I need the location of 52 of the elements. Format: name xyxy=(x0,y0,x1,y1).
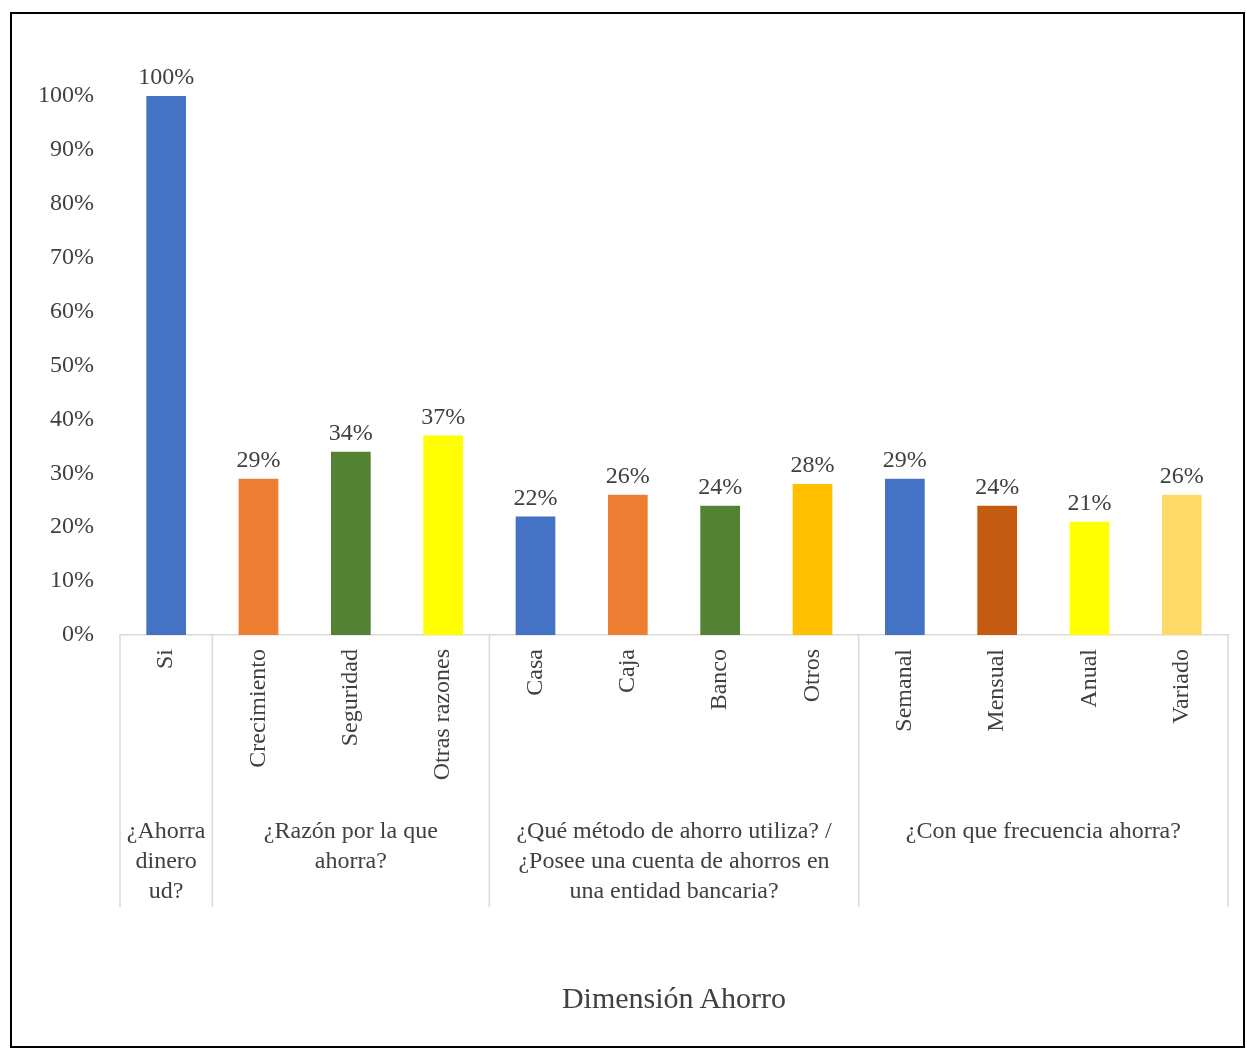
bar xyxy=(977,505,1018,635)
bar xyxy=(238,478,279,635)
x-tick-label: Banco xyxy=(705,649,732,711)
y-tick-label: 60% xyxy=(50,296,94,323)
x-tick-label: Anual xyxy=(1074,648,1101,708)
x-tick-label: Casa xyxy=(520,648,547,696)
bar xyxy=(792,484,833,635)
bar xyxy=(700,505,741,635)
text: ¿Ahorra dinero ud? xyxy=(126,817,206,904)
text: ¿Con que frecuencia ahorra? xyxy=(905,817,1181,844)
x-tick-label: Variado xyxy=(1167,649,1194,724)
y-tick-label: 90% xyxy=(50,135,94,162)
y-tick-label: 10% xyxy=(50,566,94,593)
data-label: 26% xyxy=(1159,462,1204,489)
text: ¿Qué método de ahorro utiliza? / ¿Posee una cuenta de ahorros en una entidad bancaria? xyxy=(516,817,832,904)
data-label: 28% xyxy=(790,451,835,478)
y-tick-label: 100% xyxy=(38,81,94,108)
data-label: 24% xyxy=(698,472,743,499)
y-tick-label: 40% xyxy=(50,404,94,431)
bar xyxy=(515,516,556,635)
data-label: 29% xyxy=(882,445,927,472)
x-tick-label: Crecimiento xyxy=(243,649,270,768)
text: ¿Razón por la que ahorra? xyxy=(263,817,438,874)
x-tick-label: Otras razones xyxy=(428,649,455,781)
x-tick-label: Mensual xyxy=(982,648,1009,732)
x-tick-label: Otros xyxy=(797,649,824,703)
y-tick-label: 30% xyxy=(50,458,94,485)
data-label: 22% xyxy=(513,483,558,510)
text: Dimensión Ahorro xyxy=(561,980,787,1014)
x-tick-label: Si xyxy=(151,648,178,670)
bar xyxy=(330,451,371,635)
data-label: 29% xyxy=(236,445,281,472)
data-label: 37% xyxy=(421,402,466,429)
data-label: 34% xyxy=(328,419,373,446)
bar xyxy=(884,478,925,635)
y-tick-label: 20% xyxy=(50,512,94,539)
x-tick-label: Caja xyxy=(613,648,640,693)
x-tick-label: Semanal xyxy=(890,648,917,732)
data-label: 100% xyxy=(138,63,195,90)
y-tick-label: 70% xyxy=(50,243,94,269)
y-tick-label: 50% xyxy=(50,350,94,377)
bar xyxy=(1069,521,1110,635)
bar xyxy=(607,494,648,635)
data-label: 21% xyxy=(1067,489,1112,516)
y-tick-label: 80% xyxy=(50,189,94,216)
data-label: 26% xyxy=(605,462,650,489)
y-tick-label: 0% xyxy=(62,620,94,647)
data-label: 24% xyxy=(975,472,1020,499)
bar xyxy=(423,435,464,635)
x-tick-label: Seguridad xyxy=(336,649,363,747)
bar xyxy=(146,96,187,635)
bar xyxy=(1161,494,1202,635)
